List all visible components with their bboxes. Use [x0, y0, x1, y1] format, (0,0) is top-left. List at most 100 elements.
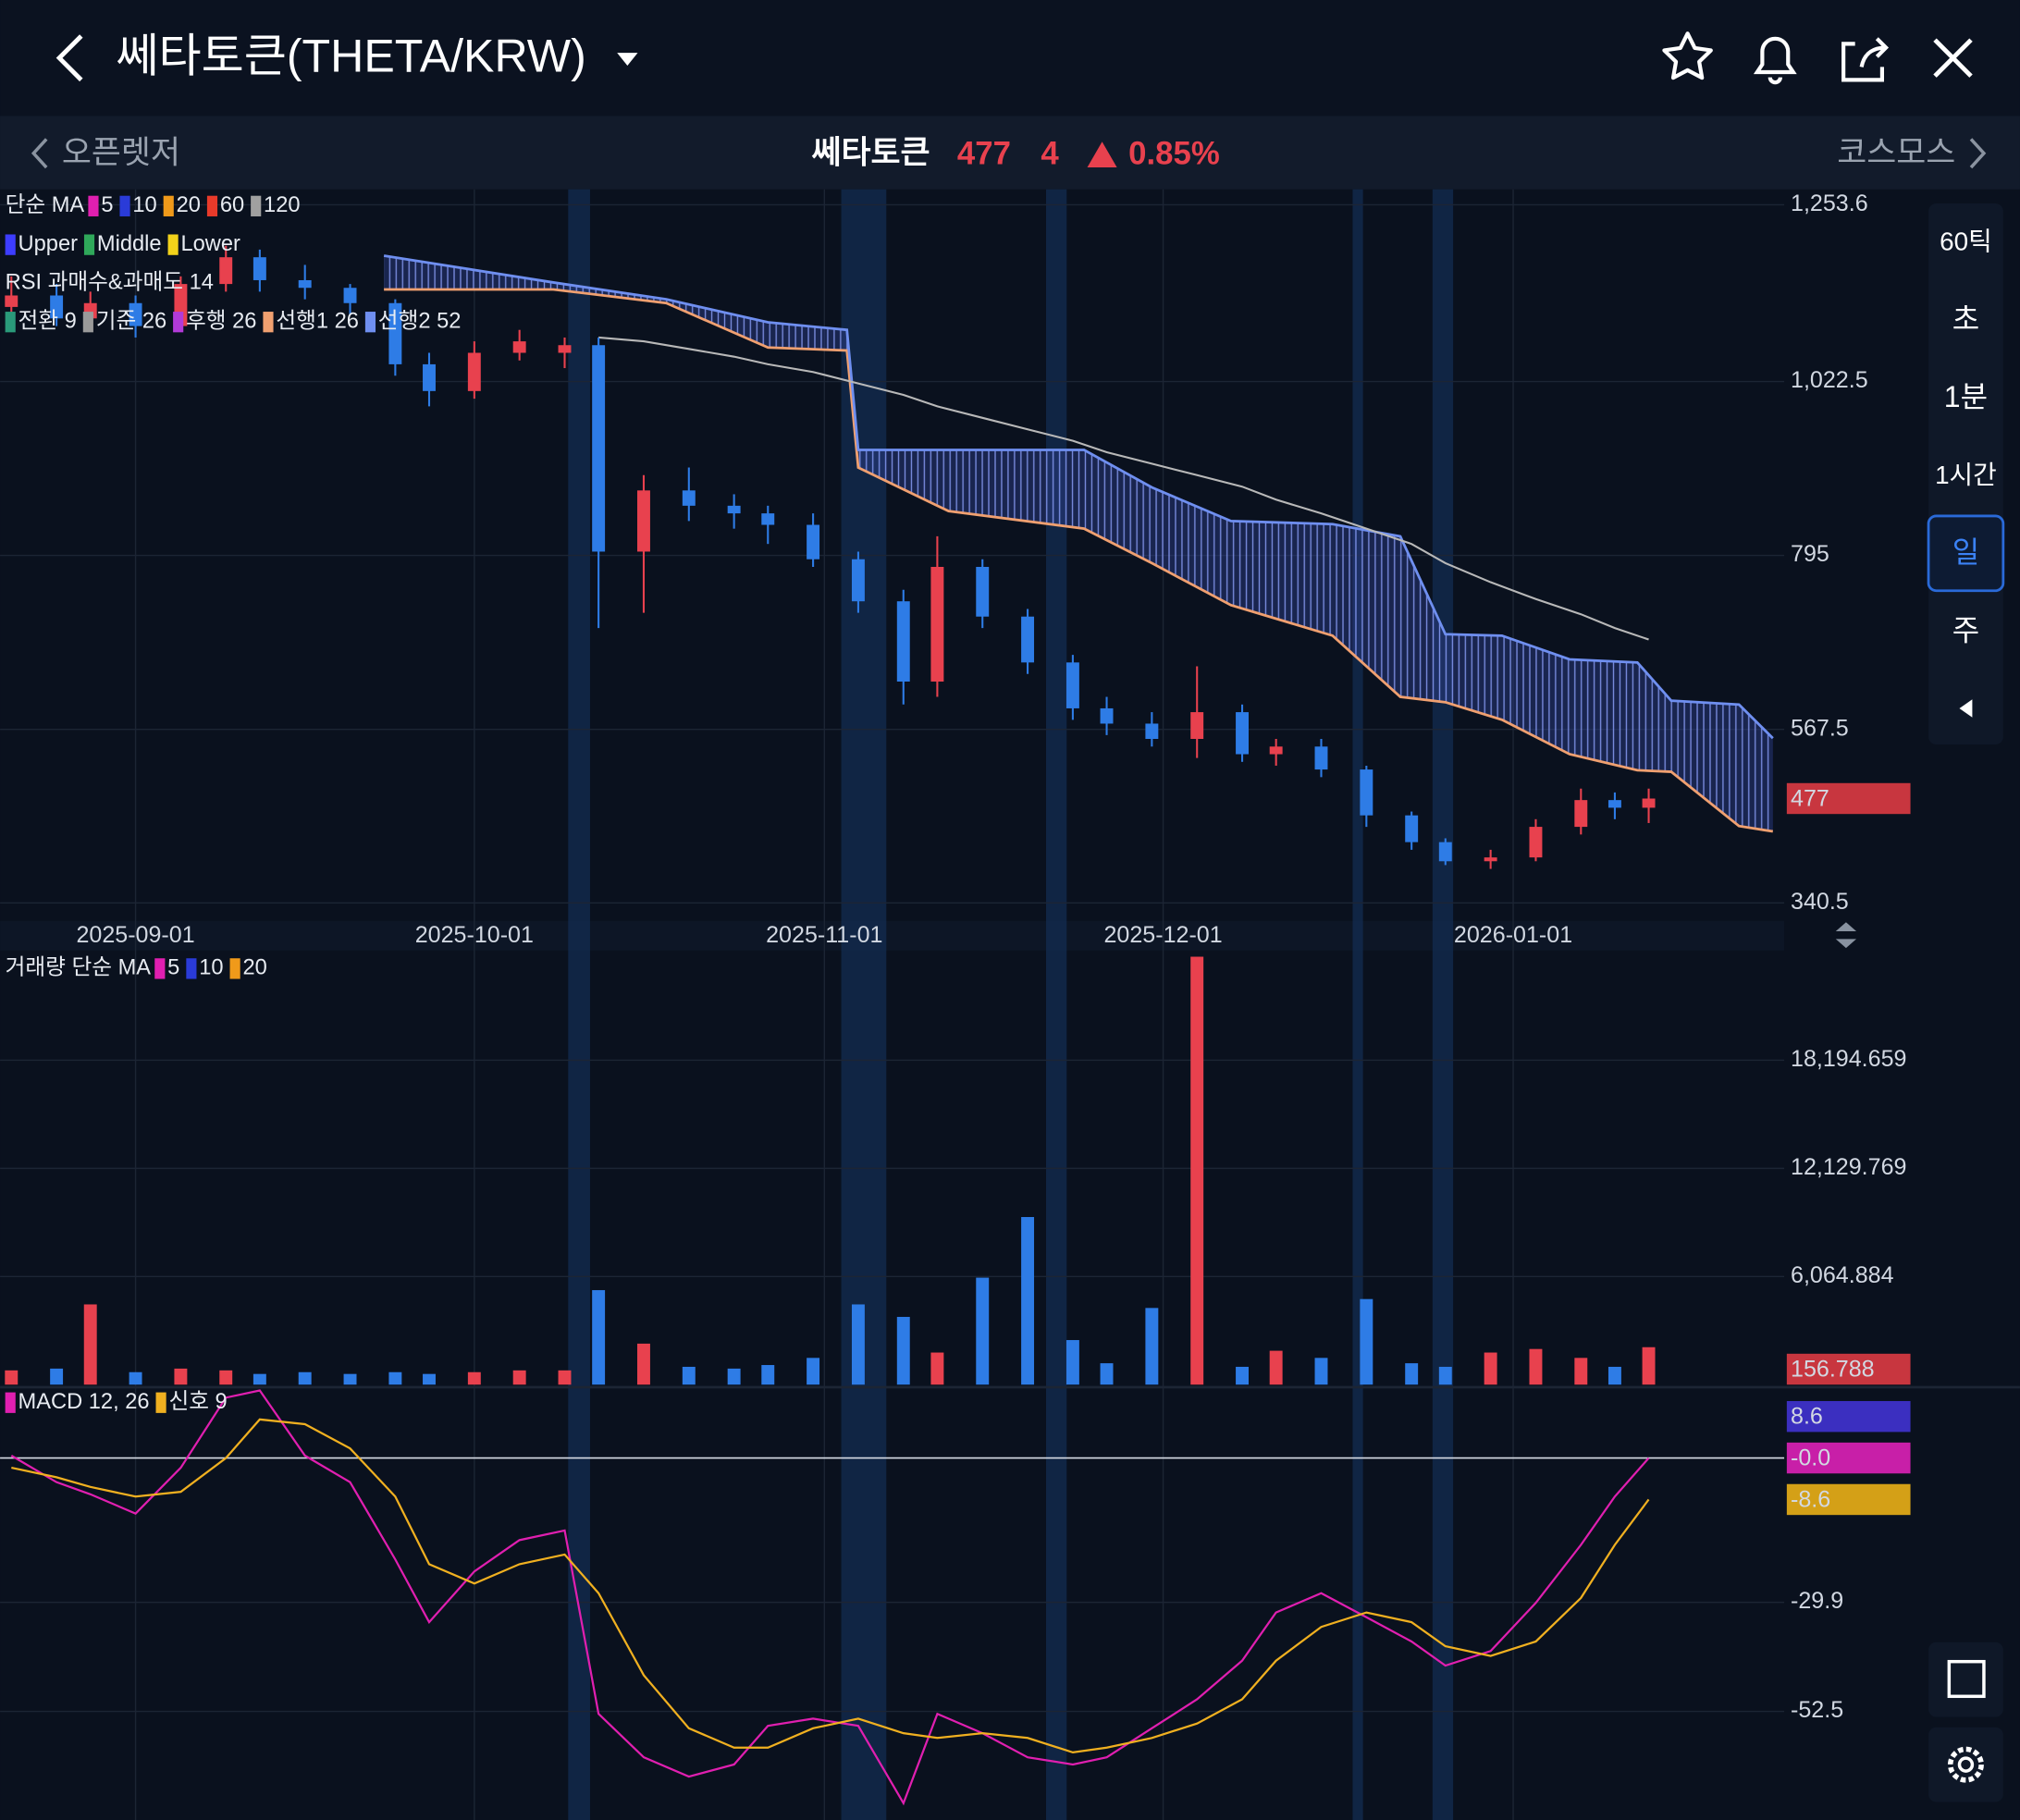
interval-option[interactable]: 60틱: [1940, 228, 1992, 256]
volume-bar: [1574, 1358, 1588, 1385]
legend-item: 10: [132, 193, 156, 217]
candle-body: [1484, 857, 1497, 862]
candle-body: [1405, 815, 1419, 842]
candle-body: [467, 352, 481, 391]
volume-bar: [219, 1370, 233, 1385]
candle-body: [761, 513, 775, 525]
volume-bar: [930, 1352, 944, 1385]
volume-bar: [637, 1343, 650, 1385]
macd-tag-bg: [1786, 1400, 1911, 1433]
next-coin[interactable]: 코스모스: [1837, 134, 1955, 170]
y-tick-label: 340.5: [1791, 889, 1849, 915]
candle-body: [129, 302, 142, 326]
resize-handle[interactable]: [1835, 922, 1857, 931]
collapse-button[interactable]: [1959, 699, 1973, 718]
share-button[interactable]: [1841, 37, 1890, 82]
legend-label: 거래량 단순 MA: [6, 955, 152, 980]
candle-body: [298, 279, 312, 289]
candle-body: [1607, 800, 1621, 808]
candle-body: [1314, 746, 1328, 770]
volume-bar: [1236, 1366, 1249, 1385]
interval-selected: [1927, 514, 2005, 593]
legend-item: 선행2 52: [378, 308, 462, 333]
y-tick-label: 6,064.884: [1791, 1262, 1894, 1288]
legend-swatch: [173, 312, 184, 333]
layout-button-bg[interactable]: [1928, 1642, 2003, 1717]
date-axis-row: [0, 920, 1785, 951]
candle-body: [1269, 746, 1283, 755]
legend-item: MACD 12, 26: [18, 1390, 150, 1414]
legend-item: 20: [177, 193, 201, 217]
candle-body: [1438, 842, 1452, 862]
settings-gear[interactable]: [1947, 1746, 1984, 1783]
volume-bar: [1145, 1308, 1159, 1385]
candle-body: [976, 566, 990, 617]
candle-body: [252, 257, 266, 280]
next-arrow[interactable]: [1969, 138, 1987, 169]
candle-body: [896, 601, 910, 682]
volume-bar: [1529, 1348, 1543, 1385]
candle-body: [592, 345, 606, 552]
interval-option[interactable]: 일: [1952, 535, 1979, 569]
alarm-button[interactable]: [1753, 36, 1797, 85]
x-tick-label: 2025-09-01: [76, 922, 194, 948]
close-button[interactable]: [1933, 38, 1973, 78]
legend-label: 단순 MA: [6, 192, 85, 217]
y-tick-label: 12,129.769: [1791, 1154, 1906, 1180]
session-band: [1432, 189, 1454, 1820]
last-volume-tag: 156.788: [1791, 1357, 1875, 1383]
candle-body: [727, 505, 741, 514]
interval-option[interactable]: 초: [1952, 302, 1979, 336]
y-tick-label: -52.5: [1791, 1697, 1843, 1723]
volume-bar: [5, 1370, 18, 1385]
layout-icon[interactable]: [1947, 1659, 1986, 1699]
price-change-pct: 0.85%: [1128, 136, 1220, 172]
legend-item: Upper: [18, 232, 79, 256]
interval-option[interactable]: 1분: [1944, 380, 1988, 413]
prev-arrow[interactable]: [31, 138, 48, 169]
candle-body: [1529, 827, 1543, 858]
volume-bar: [1065, 1340, 1079, 1385]
volume-bar: [682, 1366, 696, 1385]
favorite-button[interactable]: [1662, 31, 1713, 80]
legend-swatch: [155, 1392, 166, 1413]
session-band: [1045, 189, 1067, 1820]
dropdown-icon[interactable]: [617, 53, 638, 67]
interval-option[interactable]: 1시간: [1935, 461, 1997, 489]
y-tick-label: -29.9: [1791, 1588, 1843, 1614]
candle-body: [423, 363, 436, 391]
y-tick-label: 1,253.6: [1791, 191, 1868, 216]
legend-swatch: [82, 312, 93, 333]
resize-handle[interactable]: [1835, 939, 1857, 949]
last-volume-tag-bg: [1786, 1353, 1911, 1385]
candle-body: [637, 490, 650, 552]
price-change: 4: [1041, 136, 1059, 172]
legend-item: 20: [242, 956, 266, 980]
x-tick-label: 2025-11-01: [766, 922, 882, 948]
macd-tag-bg: [1786, 1442, 1911, 1474]
volume-bar: [343, 1373, 357, 1385]
page-title[interactable]: 쎄타토큰(THETA/KRW): [116, 30, 585, 81]
volume-bar: [50, 1368, 64, 1385]
volume-bar: [1642, 1347, 1656, 1385]
candle-body: [1642, 798, 1656, 808]
last-price-tag: 477: [1791, 786, 1829, 812]
candle-body: [219, 257, 233, 285]
volume-bar: [558, 1370, 572, 1385]
interval-option[interactable]: 주: [1952, 613, 1979, 646]
settings-gear-hub[interactable]: [1957, 1756, 1975, 1773]
candle-body: [807, 524, 820, 560]
legend-item: 선행1 26: [276, 308, 359, 333]
top-bar: [0, 0, 2020, 117]
candle-body: [512, 341, 526, 353]
macd-line: [11, 1418, 1650, 1754]
coin-price: 477: [957, 136, 1011, 172]
legend-swatch: [251, 195, 262, 216]
volume-bar: [388, 1371, 402, 1385]
prev-coin[interactable]: 오픈렛저: [62, 134, 180, 170]
settings-button-bg[interactable]: [1928, 1727, 2003, 1802]
back-button[interactable]: [55, 34, 83, 82]
volume-bar: [1021, 1217, 1035, 1385]
macd-tag: -0.0: [1791, 1445, 1830, 1471]
